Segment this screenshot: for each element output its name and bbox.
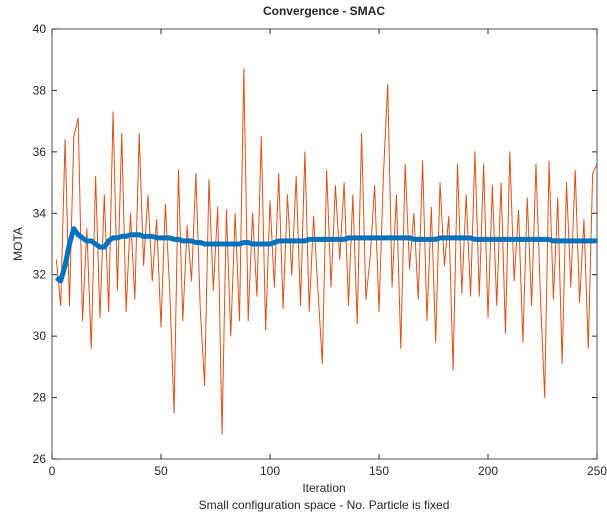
x-tick-label: 0 bbox=[49, 464, 56, 478]
y-axis-label: MOTA bbox=[11, 227, 25, 261]
x-tick-label: 50 bbox=[154, 464, 168, 478]
chart-title: Convergence - SMAC bbox=[263, 4, 385, 18]
y-tick-label: 36 bbox=[33, 145, 47, 159]
y-tick-label: 26 bbox=[33, 452, 47, 466]
y-tick-label: 30 bbox=[33, 329, 47, 343]
y-tick-label: 38 bbox=[33, 83, 47, 97]
y-tick-label: 28 bbox=[33, 391, 47, 405]
y-tick-label: 40 bbox=[33, 22, 47, 36]
caption: Small configuration space - No. Particle… bbox=[199, 498, 450, 512]
x-tick-label: 200 bbox=[478, 464, 498, 478]
x-tick-label: 150 bbox=[369, 464, 389, 478]
data-line bbox=[54, 226, 597, 284]
y-tick-label: 32 bbox=[33, 268, 47, 282]
x-axis-label: Iteration bbox=[302, 481, 345, 495]
x-tick-label: 100 bbox=[260, 464, 280, 478]
plot-box bbox=[51, 28, 598, 460]
data-line bbox=[55, 68, 598, 435]
x-tick-label: 250 bbox=[587, 464, 607, 478]
y-tick-label: 34 bbox=[33, 206, 47, 220]
